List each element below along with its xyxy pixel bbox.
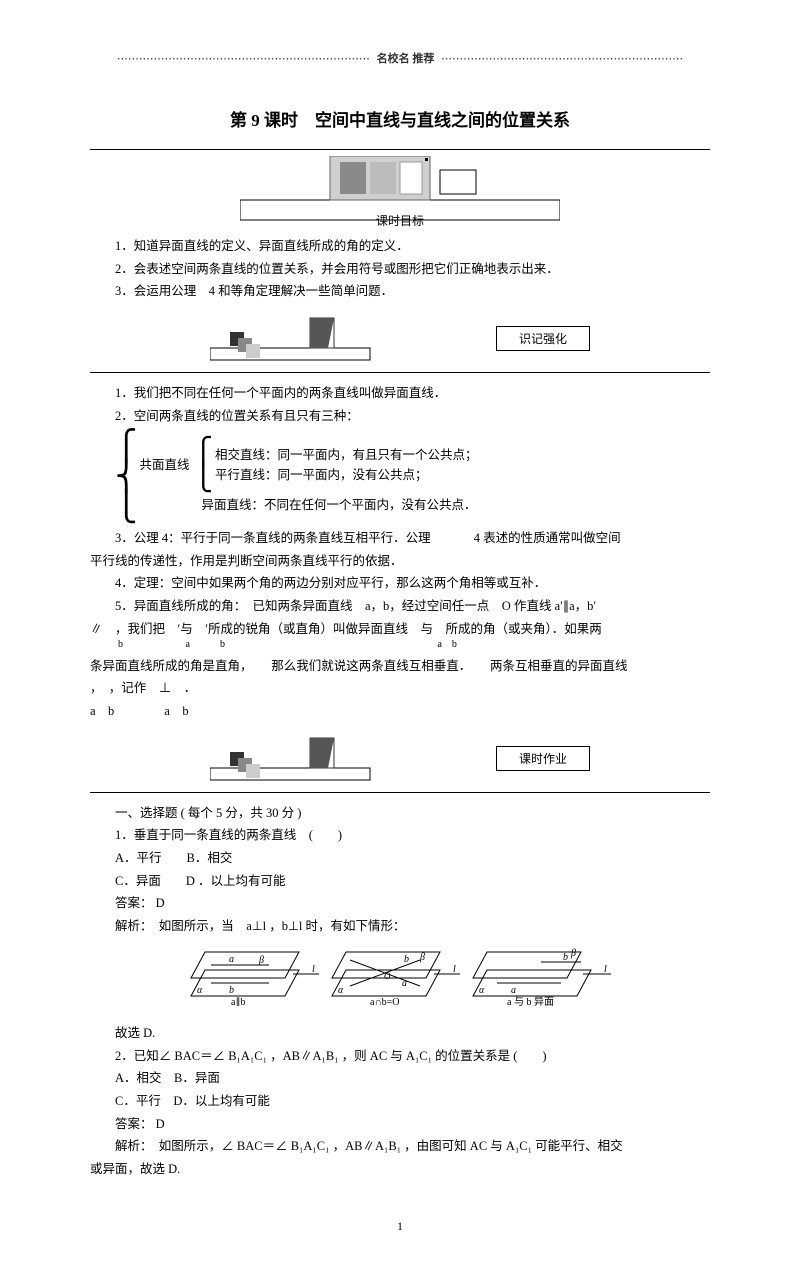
divider-2 [90,372,710,373]
decor-svg-3 [210,736,410,782]
q2-expl-a: 解析： 如图所示，∠ BAC＝∠ B₁A₁C₁ ，AB∥A₁B₁ ，由图可知 A… [90,1136,710,1157]
homework-label: 课时作业 [519,752,567,766]
svg-text:a: a [511,985,516,996]
lesson-title: 第 9 课时 空间中直线与直线之间的位置关系 [90,106,710,131]
q1-figures: l a β b α a∥b l b O a β α a∩b=O [90,946,710,1013]
brace-line-1: 相交直线：同一平面内，有且只有一个公共点； [215,445,478,465]
divider-3 [90,792,710,793]
goal-2: 2．会表述空间两条直线的位置关系，并会用符号或图形把它们正确地表示出来． [90,259,710,280]
memory-2: 2．空间两条直线的位置关系有且只有三种： [90,406,710,427]
svg-text:α: α [479,985,485,996]
decor-svg-2 [210,316,410,362]
q1-concl: 故选 D. [90,1023,710,1044]
svg-text:α: α [197,985,203,996]
svg-text:a∥b: a∥b [231,997,245,1006]
memory-3: 3．公理 4：平行于同一条直线的两条直线互相平行．公理 4 表述的性质通常叫做空… [90,528,710,549]
header-label: 名校名 推荐 [377,53,435,65]
goal-content: 1．知道异面直线的定义、异面直线所成的角的定义． 2．会表述空间两条直线的位置关… [90,236,710,302]
coplanar-label: 共面直线 [140,455,190,476]
svg-text:b: b [563,952,568,963]
q1-b: C．异面 D ．以上均有可能 [90,871,710,892]
memory-5b: ∥ ，我们把 ′与 ′所成的锐角（或直角）叫做异面直线 与 所成的角（或夹角）．… [90,619,710,640]
homework-label-box: 课时作业 [496,746,590,771]
homework-content: 一、选择题 ( 每个 5 分，共 30 分 ) 1．垂直于同一条直线的两条直线 … [90,803,710,1180]
svg-text:β: β [570,948,576,959]
memory-1: 1．我们把不同在任何一个平面内的两条直线叫做异面直线． [90,383,710,404]
inner-brace-icon: ⎧⎩ [194,439,214,491]
q2-b: C．平行 D．以上均有可能 [90,1091,710,1112]
svg-text:a: a [229,954,234,965]
svg-text:a∩b=O: a∩b=O [370,997,400,1006]
q2: 2．已知∠ BAC＝∠ B₁A₁C₁ ，AB∥A₁B₁ ，则 AC 与 A₁C₁… [90,1046,710,1067]
memory-3c: 平行线的传递性，作用是判断空间两条直线平行的依据． [90,551,710,572]
q1-a: A．平行 B．相交 [90,848,710,869]
brace-line-2: 平行直线：同一平面内，没有公共点； [215,465,478,485]
part1-title: 一、选择题 ( 每个 5 分，共 30 分 ) [90,803,710,824]
svg-text:a: a [402,978,407,989]
page-number: 1 [90,1219,710,1234]
memory-5e: a b a b [90,701,710,722]
svg-text:O: O [384,971,391,981]
q2-expl-b: 或异面，故选 D. [90,1159,710,1180]
memory-section-decor: 识记强化 [90,316,710,366]
divider [90,149,710,150]
svg-text:l: l [453,964,456,975]
left-brace-icon: ⎧⎨⎩ [115,432,138,522]
svg-text:b: b [404,954,409,965]
goal-3: 3．会运用公理 4 和等角定理解决一些简单问题． [90,281,710,302]
svg-text:α: α [338,985,344,996]
svg-text:b: b [229,985,234,996]
figure-skew: l b β a α a 与 b 异面 [471,946,611,1006]
svg-text:a 与 b 异面: a 与 b 异面 [507,996,554,1006]
brace-line-3: 异面直线：不同在任何一个平面内，没有公共点． [202,495,478,516]
svg-text:β: β [258,955,264,966]
q1-ans: 答案： D [90,893,710,914]
memory-5d: ， ，记作 ⊥ ． [90,678,710,699]
svg-text:β: β [419,952,425,963]
figure-intersect: l b O a β α a∩b=O [330,946,460,1006]
memory-content: 1．我们把不同在任何一个平面内的两条直线叫做异面直线． 2．空间两条直线的位置关… [90,383,710,722]
header-dots-right: ⋯⋯⋯⋯⋯⋯⋯⋯⋯⋯⋯⋯⋯⋯⋯⋯⋯⋯⋯⋯⋯⋯ [441,53,683,65]
goal-1: 1．知道异面直线的定义、异面直线所成的角的定义． [90,236,710,257]
goal-section-decor: 课时目标 [90,156,710,226]
svg-text:l: l [312,964,315,975]
memory-5a: 5．异面直线所成的角： 已知两条异面直线 a，b，经过空间任一点 O 作直线 a… [90,596,710,617]
figure-parallel: l a β b α a∥b [189,946,319,1006]
q2-a: A．相交 B．异面 [90,1068,710,1089]
classification-brace: ⎧⎨⎩ 共面直线 ⎧⎩ 相交直线：同一平面内，有且只有一个公共点； 平行直线：同… [115,432,710,522]
memory-label: 识记强化 [519,332,567,346]
memory-5c: 条异面直线所成的角是直角， 那么我们就说这两条直线互相垂直． 两条互相垂直的异面… [90,656,710,677]
memory-label-box: 识记强化 [496,326,590,351]
goal-label: 课时目标 [376,214,424,228]
page-header: ⋯⋯⋯⋯⋯⋯⋯⋯⋯⋯⋯⋯⋯⋯⋯⋯⋯⋯⋯⋯⋯⋯⋯ 名校名 推荐 ⋯⋯⋯⋯⋯⋯⋯⋯⋯… [90,50,710,66]
q1: 1．垂直于同一条直线的两条直线 ( ) [90,825,710,846]
memory-4: 4．定理：空间中如果两个角的两边分别对应平行，那么这两个角相等或互补． [90,573,710,594]
q2-ans: 答案： D [90,1114,710,1135]
q1-expl: 解析： 如图所示，当 a⊥l ，b⊥l 时，有如下情形： [90,916,710,937]
memory-5sub: b a b a b [90,637,710,654]
homework-section-decor: 课时作业 [90,736,710,786]
header-dots-left: ⋯⋯⋯⋯⋯⋯⋯⋯⋯⋯⋯⋯⋯⋯⋯⋯⋯⋯⋯⋯⋯⋯⋯ [117,53,370,65]
svg-text:l: l [604,964,607,975]
